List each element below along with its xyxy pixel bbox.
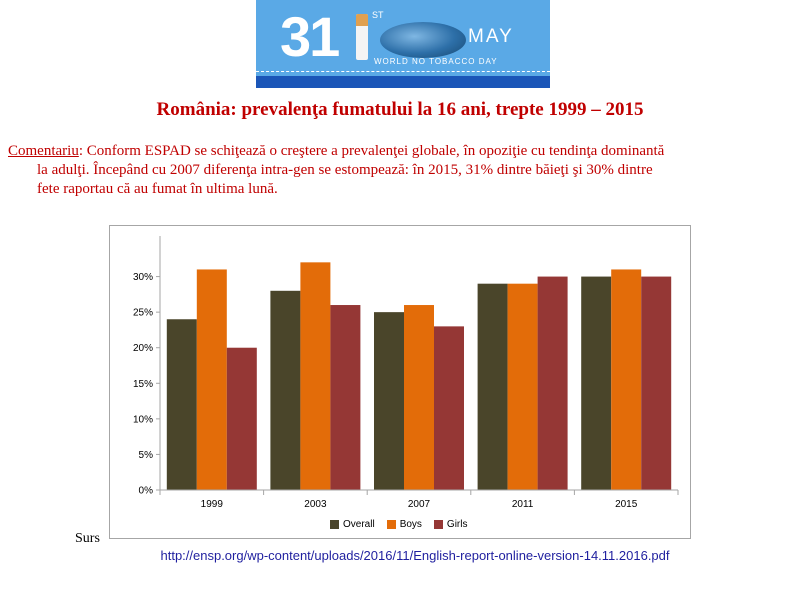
bar-boys-2011 — [507, 283, 538, 490]
legend-swatch — [386, 520, 396, 529]
chart-legend: Overall Boys Girls — [330, 519, 467, 530]
chart-svg: 0% 5% 10% 15% 20% 25% 30% 1999 2003 2007 2011 2015 — [133, 236, 679, 510]
y-tick-label: 30% — [133, 272, 153, 283]
bar-boys-1999 — [196, 269, 227, 490]
bar-overall-2007 — [374, 312, 404, 490]
bar-boys-2015 — [611, 269, 642, 490]
slide-title: România: prevalenţa fumatului la 16 ani,… — [156, 99, 644, 120]
bar-boys-2007 — [404, 305, 434, 490]
bar-girls-2007 — [434, 326, 464, 490]
x-tick-label: 2011 — [512, 499, 534, 510]
source-url[interactable]: http://ensp.org/wp-content/uploads/2016/… — [160, 548, 670, 563]
legend-swatch — [330, 520, 339, 529]
banner-caption: WORLD NO TOBACCO DAY — [374, 57, 498, 66]
legend-item-girls: Girls — [433, 519, 468, 530]
bars-group — [166, 262, 672, 490]
legend-label: Boys — [399, 519, 422, 530]
comment-lead: Comentariu — [8, 143, 79, 159]
comment-line-3: fete raportau că au fumat în ultima lună… — [37, 181, 278, 197]
legend-item-overall: Overall — [330, 519, 375, 530]
world-no-tobacco-day-banner: 31 ST MAY WORLD NO TOBACCO DAY — [256, 0, 550, 88]
bar-girls-2003 — [330, 305, 361, 490]
y-tick-label: 5% — [139, 450, 154, 461]
x-tick-label: 2007 — [408, 499, 431, 510]
legend-item-boys: Boys — [386, 519, 422, 530]
comment-line-2: la adulţi. Începând cu 2007 diferenţa in… — [37, 162, 653, 178]
legend-swatch — [433, 520, 443, 529]
x-tick-label: 2015 — [615, 499, 638, 510]
legend-label: Overall — [343, 519, 375, 530]
bar-overall-2015 — [581, 276, 612, 490]
comment-paragraph: Comentariu: Conform ESPAD se schiţează o… — [8, 142, 798, 199]
y-tick-label: 25% — [133, 308, 153, 319]
comment-text-1: : Conform ESPAD se schiţează o creştere … — [78, 143, 665, 159]
x-tick-label: 1999 — [201, 499, 224, 510]
y-tick-label: 15% — [133, 379, 153, 390]
globe-icon — [380, 22, 466, 58]
comment-line-1: Comentariu: Conform ESPAD se schiţează o… — [8, 142, 798, 161]
y-tick-label: 10% — [133, 414, 153, 425]
bar-girls-2011 — [537, 276, 568, 490]
bar-girls-2015 — [641, 276, 672, 490]
source-label: Surs — [75, 531, 100, 546]
x-tick-label: 2003 — [304, 499, 327, 510]
banner-dashed-line — [256, 71, 550, 72]
y-tick-label: 0% — [139, 486, 154, 497]
banner-month: MAY — [468, 26, 514, 47]
y-axis: 0% 5% 10% 15% 20% 25% 30% — [133, 236, 161, 497]
cigarette-tip — [356, 14, 368, 26]
bar-overall-2003 — [270, 290, 301, 490]
bar-overall-1999 — [166, 319, 197, 490]
legend-label: Girls — [446, 519, 468, 530]
bar-boys-2003 — [300, 262, 331, 490]
y-tick-label: 20% — [133, 343, 153, 354]
banner-ordinal: ST — [372, 10, 384, 20]
bar-overall-2011 — [477, 283, 508, 490]
prevalence-bar-chart: 0% 5% 10% 15% 20% 25% 30% 1999 2003 2007 2011 2015… — [109, 225, 691, 539]
bar-girls-1999 — [226, 347, 257, 490]
x-axis: 1999 2003 2007 2011 2015 — [159, 489, 679, 510]
banner-stripe — [256, 76, 550, 88]
banner-number: 31 — [280, 5, 340, 68]
